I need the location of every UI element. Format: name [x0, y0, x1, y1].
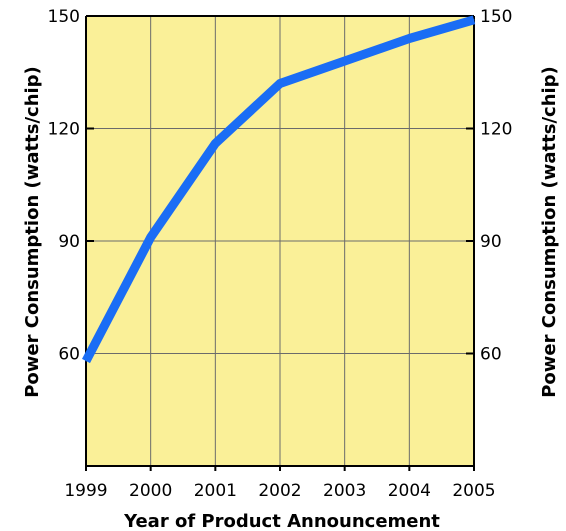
data-point	[344, 60, 346, 62]
y-tick-label-right: 120	[480, 120, 512, 140]
series-layer	[82, 15, 476, 364]
x-tick-label: 2004	[388, 481, 431, 501]
data-point	[408, 38, 410, 39]
tick-labels: 1999 2000 2001 2002 2003 2004 2005 60 60 90 90 120 1…	[48, 7, 513, 501]
data-point	[279, 83, 281, 84]
data-point	[214, 143, 216, 144]
x-tick-label: 2003	[323, 481, 366, 501]
y-tick-label-left: 120	[48, 120, 80, 140]
y-tick-label-left: 90	[58, 232, 80, 252]
x-tick-label: 2005	[452, 481, 495, 501]
y-tick-label-right: 60	[480, 345, 502, 365]
data-point	[150, 236, 152, 238]
x-axis-title: Year of Product Announcement	[123, 511, 440, 531]
y-axis-title-left: Power Consumption (watts/chip)	[22, 66, 43, 398]
grid-lines	[86, 16, 474, 466]
y-tick-label-right: 90	[480, 232, 502, 252]
y-tick-label-left: 60	[58, 345, 80, 365]
x-tick-label: 1999	[64, 481, 107, 501]
x-tick-label: 2000	[129, 481, 172, 501]
data-point	[473, 19, 475, 21]
data-point	[85, 360, 87, 362]
x-tick-label: 2002	[258, 481, 301, 501]
y-tick-label-left: 150	[48, 7, 80, 27]
x-tick-label: 2001	[194, 481, 237, 501]
y-tick-label-right: 150	[480, 7, 512, 27]
y-axis-title-right: Power Consumption (watts/chip)	[539, 66, 560, 398]
